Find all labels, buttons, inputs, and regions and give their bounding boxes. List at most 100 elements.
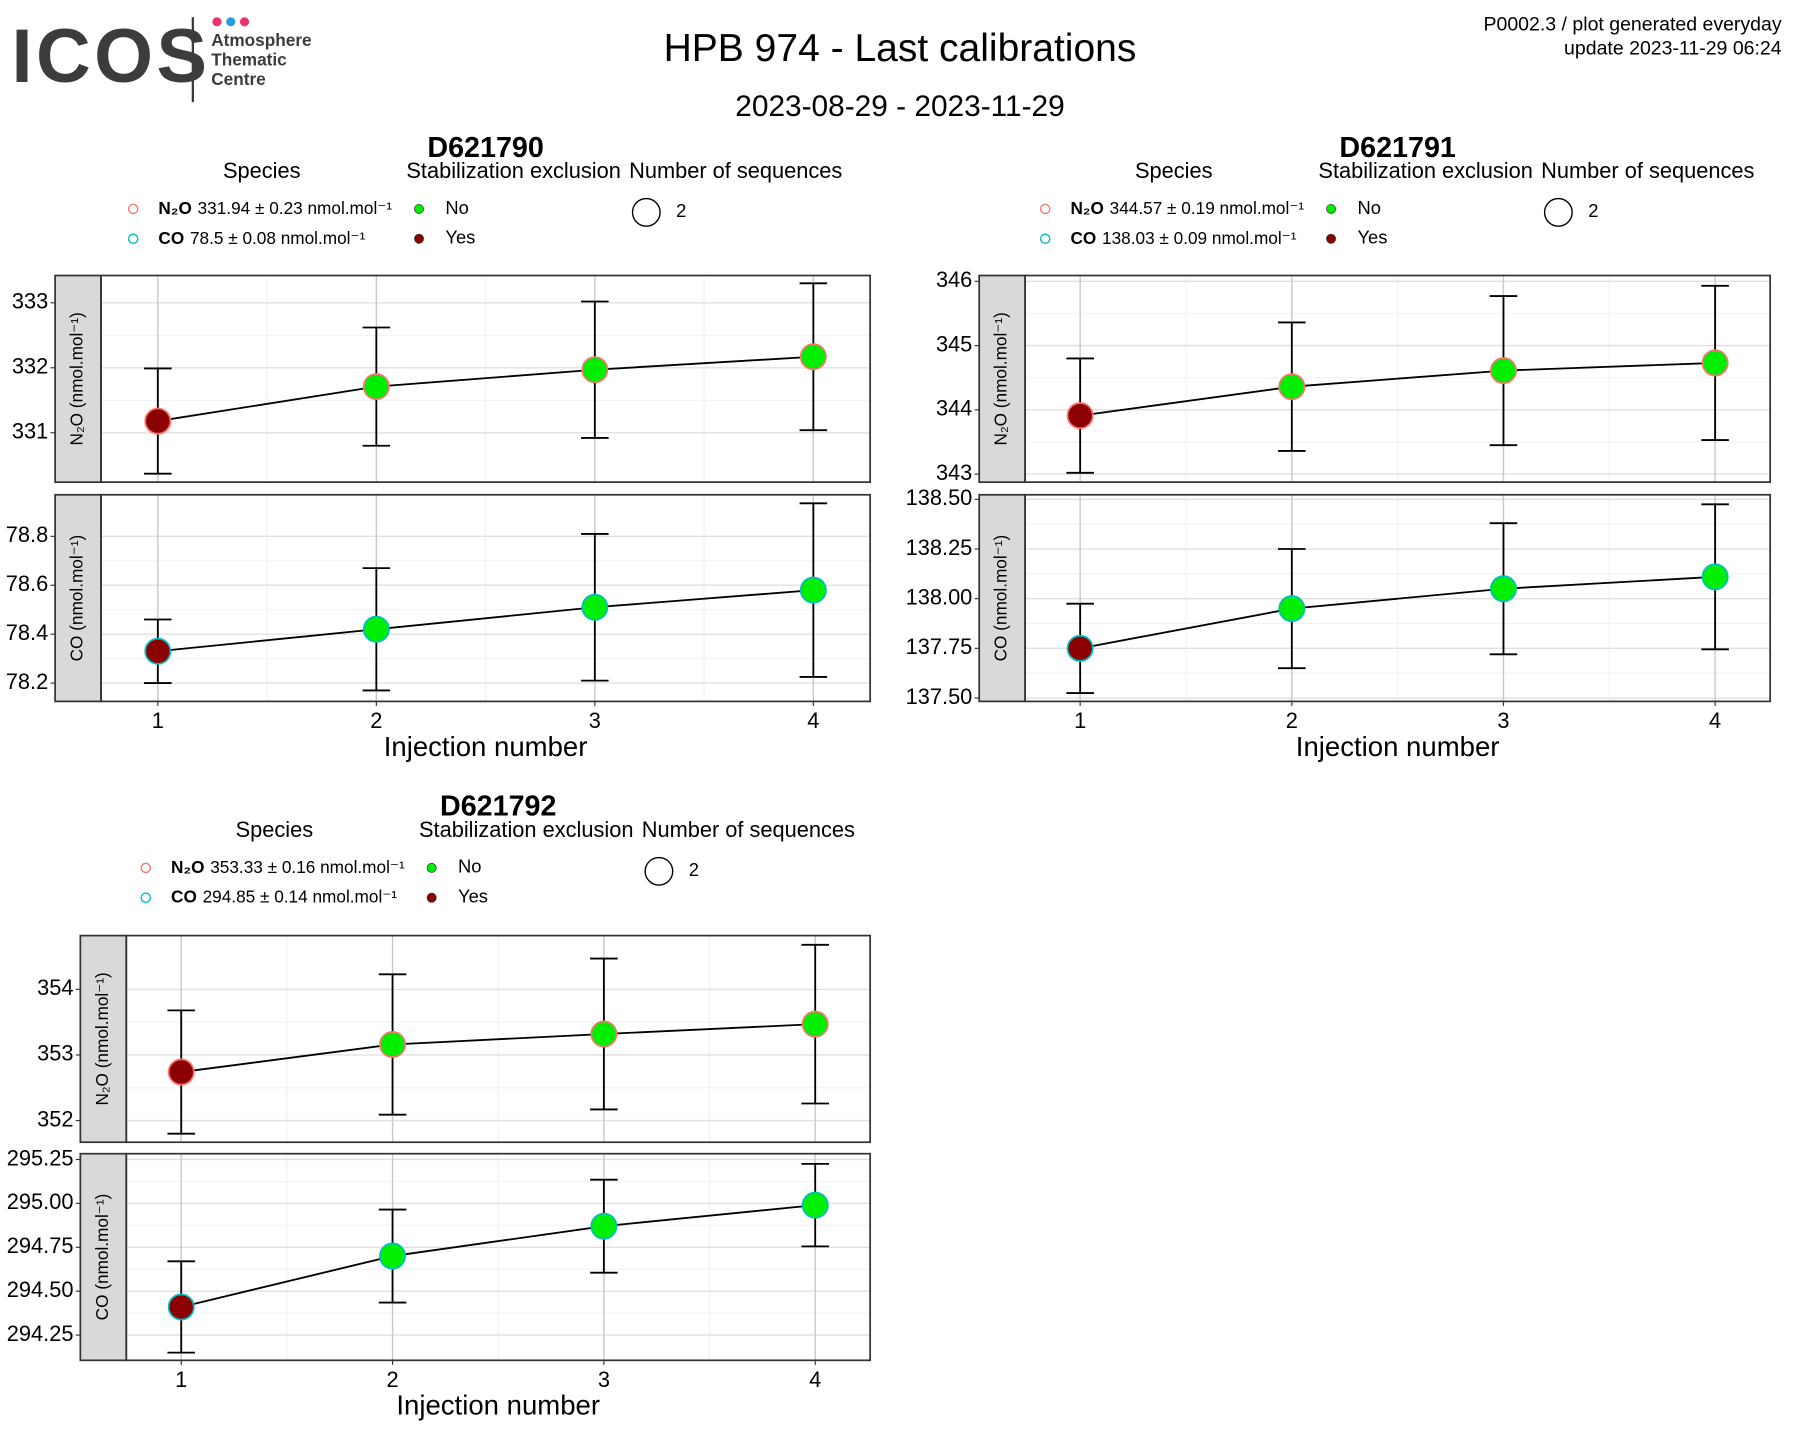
legend-key bbox=[644, 856, 674, 886]
x-tick-label: 2 bbox=[386, 1367, 398, 1392]
legend-entry: 2 bbox=[676, 200, 686, 221]
point bbox=[590, 1212, 618, 1240]
x-tick-label: 3 bbox=[589, 708, 601, 733]
plot-border bbox=[125, 934, 872, 1144]
legend-label: 353.33 ± 0.16 nmol.mol⁻¹ bbox=[210, 856, 405, 876]
point bbox=[1701, 563, 1729, 591]
point bbox=[1701, 349, 1729, 377]
y-tick-label: 78.4 bbox=[6, 620, 48, 645]
legend-key bbox=[140, 862, 152, 874]
point bbox=[362, 373, 390, 401]
legend-key bbox=[426, 892, 437, 903]
point bbox=[1278, 373, 1306, 401]
y-tick-label: 344 bbox=[936, 396, 972, 421]
y-tick-label: 137.50 bbox=[906, 684, 973, 709]
y-axis-label: CO (nmol.mol⁻¹) bbox=[92, 1194, 112, 1321]
y-tick-label: 346 bbox=[936, 267, 972, 292]
y-tick-label: 295.00 bbox=[7, 1189, 74, 1214]
note: P0002.3 / plot generated everyday bbox=[1483, 13, 1781, 35]
point bbox=[1278, 595, 1306, 623]
legend-label: 331.94 ± 0.23 nmol.mol⁻¹ bbox=[198, 197, 393, 217]
series-line bbox=[181, 1204, 816, 1308]
legend-entry: N₂O 353.33 ± 0.16 nmol.mol⁻¹ bbox=[171, 856, 405, 876]
legend-entry: No bbox=[1357, 197, 1380, 218]
legend-title: Number of sequences bbox=[629, 158, 842, 183]
y-tick-label: 294.75 bbox=[7, 1233, 74, 1258]
legend-key bbox=[414, 203, 424, 214]
y-axis-label: N₂O (nmol.mol⁻¹) bbox=[991, 312, 1011, 445]
y-axis-label: CO (nmol.mol⁻¹) bbox=[991, 535, 1011, 662]
point bbox=[799, 576, 827, 604]
plot-border bbox=[100, 274, 872, 484]
page-subtitle: 2023-08-29 - 2023-11-29 bbox=[735, 90, 1064, 123]
x-tick-label: 1 bbox=[1074, 708, 1086, 733]
legend-title: Number of sequences bbox=[642, 817, 855, 842]
series-line bbox=[157, 589, 814, 653]
legend-key bbox=[1039, 203, 1051, 215]
plot-border bbox=[1024, 493, 1772, 703]
logo-dot bbox=[239, 17, 250, 27]
legend-title: Stabilization exclusion bbox=[419, 817, 633, 842]
legend-title: Stabilization exclusion bbox=[1318, 158, 1532, 183]
y-tick-label: 333 bbox=[12, 289, 48, 314]
x-tick-label: 4 bbox=[1709, 708, 1721, 733]
y-tick-label: 78.2 bbox=[6, 669, 48, 694]
point bbox=[799, 343, 827, 371]
legend-key bbox=[1039, 233, 1051, 245]
logo: ICOS bbox=[11, 14, 210, 99]
series-line bbox=[181, 1023, 816, 1073]
legend-species: N₂O bbox=[1070, 197, 1103, 217]
y-tick-label: 294.50 bbox=[7, 1277, 74, 1302]
y-tick-label: 343 bbox=[936, 460, 972, 485]
point bbox=[1066, 402, 1094, 430]
series-line bbox=[1079, 575, 1716, 650]
point bbox=[581, 356, 609, 384]
x-axis-label: Injection number bbox=[1296, 731, 1500, 762]
x-tick-label: 3 bbox=[598, 1367, 610, 1392]
legend-key bbox=[426, 862, 437, 873]
legend-entry: CO 78.5 ± 0.08 nmol.mol⁻¹ bbox=[158, 227, 365, 247]
chart-title: D621790 bbox=[427, 132, 543, 164]
page-title: HPB 974 - Last calibrations bbox=[664, 27, 1137, 70]
x-tick-label: 2 bbox=[370, 708, 382, 733]
legend-entry: CO 138.03 ± 0.09 nmol.mol⁻¹ bbox=[1070, 227, 1296, 247]
legend-entry: N₂O 344.57 ± 0.19 nmol.mol⁻¹ bbox=[1070, 197, 1304, 217]
point bbox=[379, 1242, 407, 1270]
legend-key bbox=[414, 233, 424, 244]
point bbox=[801, 1191, 829, 1219]
point bbox=[1489, 357, 1517, 385]
y-tick-label: 138.50 bbox=[906, 485, 973, 510]
y-tick-label: 78.8 bbox=[6, 522, 48, 547]
point bbox=[144, 637, 172, 665]
x-tick-label: 3 bbox=[1497, 708, 1509, 733]
legend-key bbox=[631, 197, 661, 227]
point bbox=[581, 593, 609, 621]
y-tick-label: 78.6 bbox=[6, 571, 48, 596]
legend-key bbox=[1326, 203, 1336, 214]
point bbox=[1066, 634, 1094, 662]
y-tick-label: 353 bbox=[37, 1041, 73, 1066]
strip bbox=[79, 934, 128, 1144]
logo-dot bbox=[212, 17, 222, 27]
legend-key bbox=[1326, 233, 1336, 244]
series-line bbox=[1080, 362, 1716, 417]
legend-label: 78.5 ± 0.08 nmol.mol⁻¹ bbox=[190, 227, 366, 247]
legend-key bbox=[127, 233, 139, 245]
legend-label: 138.03 ± 0.09 nmol.mol⁻¹ bbox=[1102, 227, 1297, 247]
logo-line: Thematic bbox=[211, 49, 287, 69]
point bbox=[144, 407, 172, 435]
series-line bbox=[157, 355, 814, 422]
y-tick-label: 138.25 bbox=[906, 535, 973, 560]
legend-title: Species bbox=[1135, 158, 1213, 183]
point bbox=[362, 615, 390, 643]
y-tick-label: 138.00 bbox=[906, 584, 973, 609]
logo-line: Atmosphere bbox=[211, 30, 311, 50]
legend-key bbox=[1543, 197, 1573, 227]
plot-border bbox=[125, 1152, 872, 1362]
legend-species: N₂O bbox=[158, 197, 191, 217]
legend-title: Stabilization exclusion bbox=[406, 158, 620, 183]
x-tick-label: 1 bbox=[175, 1367, 187, 1392]
legend-key bbox=[127, 203, 139, 215]
y-axis-label: N₂O (nmol.mol⁻¹) bbox=[67, 312, 87, 445]
